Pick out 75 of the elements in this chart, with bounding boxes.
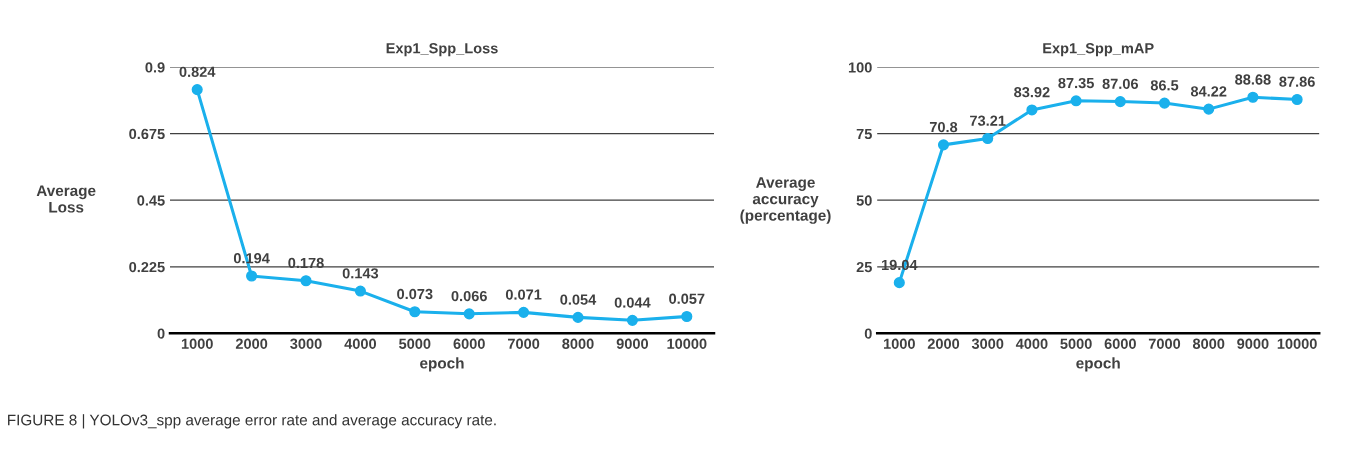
data-label: 0.073 — [397, 288, 433, 300]
point — [1291, 93, 1303, 106]
x-tick-label: 9000 — [616, 338, 649, 349]
data-label: 84.22 — [1190, 86, 1227, 97]
y-axis-title: Average Loss — [36, 185, 96, 213]
data-label: 0.824 — [179, 66, 216, 78]
x-tick-label: 1000 — [884, 338, 915, 349]
data-label: 87.06 — [1102, 78, 1139, 89]
x-tick-label: 3000 — [290, 338, 322, 349]
data-label: 0.054 — [560, 294, 597, 305]
x-tick-label: 7000 — [1148, 338, 1181, 349]
y-tick-label: 50 — [856, 195, 872, 206]
x-tick-label: 7000 — [508, 338, 540, 349]
data-label: 70.8 — [929, 121, 958, 133]
data-label: 87.35 — [1058, 77, 1094, 89]
y-tick-label: 0.225 — [129, 261, 165, 273]
data-label: 0.044 — [614, 297, 651, 308]
y-tick-label: 100 — [848, 62, 872, 73]
y-tick-label: 75 — [856, 128, 872, 140]
x-tick-label: 9000 — [1237, 338, 1269, 349]
point — [1070, 95, 1082, 107]
point — [937, 139, 950, 151]
point — [409, 306, 421, 318]
point — [681, 310, 693, 323]
y-tick-label: 0 — [157, 328, 165, 339]
point — [191, 84, 203, 96]
y-tick-label: 0.9 — [145, 62, 165, 73]
x-tick-label: 8000 — [1192, 338, 1225, 349]
point — [626, 314, 638, 326]
x-axis-title: epoch — [420, 357, 464, 372]
point — [300, 275, 312, 287]
point — [1203, 103, 1215, 115]
x-tick-label: 3000 — [971, 338, 1004, 349]
caption: FIGURE 8 | YOLOv3_spp average error rate and average accuracy rate. — [8, 414, 496, 429]
data-label: 83.92 — [1014, 87, 1050, 98]
x-tick-label: 2000 — [927, 338, 960, 349]
data-label: 73.21 — [970, 115, 1006, 126]
point — [246, 270, 258, 282]
x-tick-label: 4000 — [344, 338, 377, 349]
data-label: 87.86 — [1279, 76, 1315, 87]
point — [354, 285, 366, 297]
x-tick-label: 5000 — [399, 338, 431, 349]
x-tick-label: 10000 — [667, 338, 707, 349]
point — [1026, 104, 1038, 116]
data-label: 0.178 — [288, 257, 324, 269]
point — [518, 306, 530, 318]
x-tick-label: 8000 — [562, 338, 594, 349]
y-axis-title: Average accuracy (percentage) — [740, 177, 831, 224]
chart-title: Exp1_Spp_mAP — [1043, 43, 1154, 57]
x-tick-label: 2000 — [235, 338, 268, 349]
data-label: 88.68 — [1235, 74, 1271, 85]
y-tick-label: 0.45 — [137, 195, 165, 206]
x-tick-label: 6000 — [453, 338, 485, 349]
x-tick-label: 6000 — [1104, 338, 1136, 349]
x-tick-label: 1000 — [181, 338, 213, 349]
data-label: 0.066 — [451, 290, 487, 302]
x-axis-title: epoch — [1076, 357, 1120, 372]
point — [1247, 91, 1259, 103]
point — [982, 132, 994, 145]
data-label: 0.143 — [342, 268, 379, 279]
x-tick-label: 10000 — [1277, 338, 1317, 349]
point — [572, 311, 584, 323]
y-tick-label: 0 — [864, 328, 872, 339]
chart-title: Exp1_Spp_Loss — [386, 43, 498, 57]
point — [1114, 96, 1126, 108]
point — [463, 308, 475, 320]
y-tick-label: 0.675 — [129, 128, 165, 140]
point — [1158, 97, 1171, 109]
data-label: 0.057 — [669, 293, 705, 304]
y-tick-label: 25 — [856, 261, 872, 273]
data-label: 86.5 — [1150, 80, 1179, 91]
data-label: 0.071 — [505, 289, 542, 300]
point — [893, 277, 905, 289]
x-tick-label: 4000 — [1015, 338, 1048, 349]
x-tick-label: 5000 — [1060, 338, 1092, 349]
